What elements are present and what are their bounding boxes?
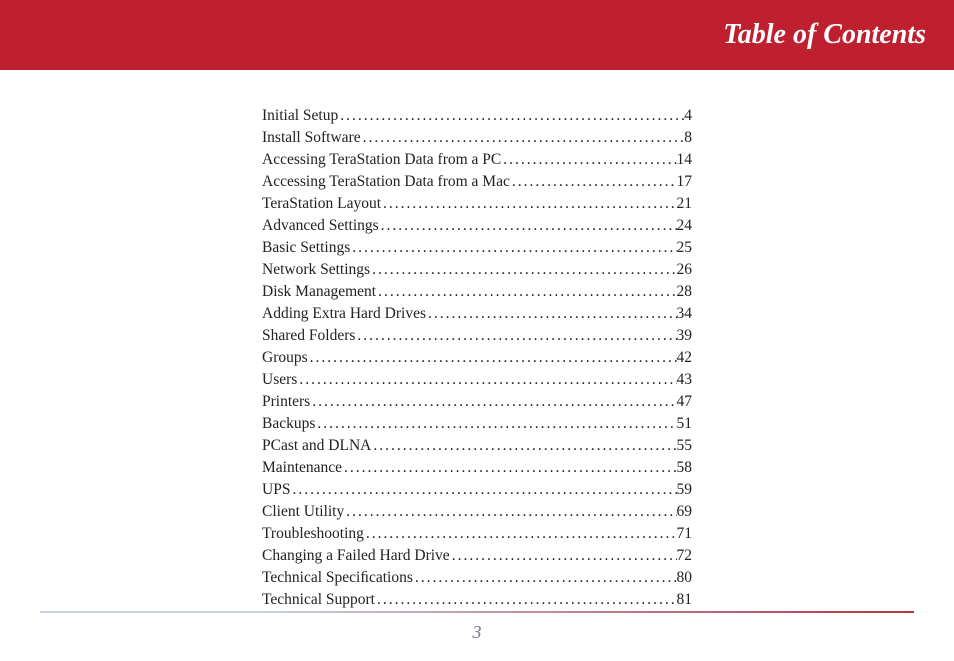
toc-entry-page: 17 bbox=[677, 171, 693, 193]
toc-entry-title: Client Utility bbox=[262, 501, 344, 523]
toc-entry-title: Shared Folders bbox=[262, 325, 355, 347]
toc-leader-dots: ........................................… bbox=[413, 567, 677, 589]
toc-entry-page: 42 bbox=[677, 347, 693, 369]
toc-entry-title: Technical Speciﬁcations bbox=[262, 567, 413, 589]
toc-entry-page: 43 bbox=[677, 369, 693, 391]
toc-entry-title: Basic Settings bbox=[262, 237, 350, 259]
toc-leader-dots: ........................................… bbox=[338, 105, 684, 127]
toc-entry-title: TeraStation Layout bbox=[262, 193, 381, 215]
toc-entry: Accessing TeraStation Data from a Mac...… bbox=[262, 171, 692, 193]
toc-list: Initial Setup...........................… bbox=[262, 105, 692, 611]
toc-entry-page: 51 bbox=[677, 413, 693, 435]
toc-container: Initial Setup...........................… bbox=[0, 70, 954, 611]
header-band: Table of Contents bbox=[0, 0, 954, 70]
toc-leader-dots: ........................................… bbox=[371, 435, 676, 457]
toc-leader-dots: ........................................… bbox=[350, 237, 676, 259]
toc-leader-dots: ........................................… bbox=[310, 391, 676, 413]
toc-entry: PCast and DLNA..........................… bbox=[262, 435, 692, 457]
toc-leader-dots: ........................................… bbox=[364, 523, 677, 545]
toc-entry-page: 8 bbox=[684, 127, 692, 149]
toc-entry-title: Troubleshooting bbox=[262, 523, 364, 545]
toc-entry: Printers................................… bbox=[262, 391, 692, 413]
toc-entry: Backups.................................… bbox=[262, 413, 692, 435]
toc-entry-title: Printers bbox=[262, 391, 310, 413]
toc-entry-page: 21 bbox=[677, 193, 693, 215]
toc-entry-page: 59 bbox=[677, 479, 693, 501]
toc-leader-dots: ........................................… bbox=[342, 457, 676, 479]
toc-entry: Adding Extra Hard Drives................… bbox=[262, 303, 692, 325]
toc-leader-dots: ........................................… bbox=[361, 127, 685, 149]
toc-entry-title: Network Settings bbox=[262, 259, 370, 281]
toc-leader-dots: ........................................… bbox=[450, 545, 677, 567]
toc-entry: Install Software........................… bbox=[262, 127, 692, 149]
toc-entry-page: 14 bbox=[677, 149, 693, 171]
toc-leader-dots: ........................................… bbox=[308, 347, 677, 369]
toc-leader-dots: ........................................… bbox=[344, 501, 676, 523]
toc-entry-page: 24 bbox=[677, 215, 693, 237]
toc-entry-title: Technical Support bbox=[262, 589, 375, 611]
toc-entry-title: Adding Extra Hard Drives bbox=[262, 303, 426, 325]
toc-entry-title: Groups bbox=[262, 347, 308, 369]
toc-entry-page: 81 bbox=[677, 589, 693, 611]
toc-entry: Technical Speciﬁcations.................… bbox=[262, 567, 692, 589]
toc-entry: Advanced Settings.......................… bbox=[262, 215, 692, 237]
toc-entry-title: Maintenance bbox=[262, 457, 342, 479]
toc-entry-title: Accessing TeraStation Data from a PC bbox=[262, 149, 501, 171]
header-title: Table of Contents bbox=[723, 19, 926, 51]
toc-entry: Groups..................................… bbox=[262, 347, 692, 369]
toc-entry-title: Install Software bbox=[262, 127, 361, 149]
toc-entry-title: UPS bbox=[262, 479, 290, 501]
toc-leader-dots: ........................................… bbox=[381, 193, 676, 215]
toc-entry-title: Disk Management bbox=[262, 281, 376, 303]
toc-leader-dots: ........................................… bbox=[297, 369, 676, 391]
toc-entry: Troubleshooting.........................… bbox=[262, 523, 692, 545]
toc-entry-page: 26 bbox=[677, 259, 693, 281]
toc-entry-title: Initial Setup bbox=[262, 105, 338, 127]
toc-leader-dots: ........................................… bbox=[370, 259, 676, 281]
toc-leader-dots: ........................................… bbox=[426, 303, 677, 325]
toc-leader-dots: ........................................… bbox=[315, 413, 676, 435]
toc-entry-page: 72 bbox=[677, 545, 693, 567]
toc-entry-title: Accessing TeraStation Data from a Mac bbox=[262, 171, 510, 193]
toc-entry: Initial Setup...........................… bbox=[262, 105, 692, 127]
toc-entry: Maintenance.............................… bbox=[262, 457, 692, 479]
toc-entry-page: 28 bbox=[677, 281, 693, 303]
toc-leader-dots: ........................................… bbox=[290, 479, 676, 501]
toc-entry-page: 4 bbox=[684, 105, 692, 127]
toc-entry: TeraStation Layout......................… bbox=[262, 193, 692, 215]
toc-leader-dots: ........................................… bbox=[510, 171, 677, 193]
toc-entry-title: Changing a Failed Hard Drive bbox=[262, 545, 450, 567]
toc-entry-page: 80 bbox=[677, 567, 693, 589]
toc-entry: Accessing TeraStation Data from a PC....… bbox=[262, 149, 692, 171]
toc-entry-page: 58 bbox=[677, 457, 693, 479]
toc-entry-page: 71 bbox=[677, 523, 693, 545]
footer-rule bbox=[40, 611, 914, 613]
toc-entry: Technical Support.......................… bbox=[262, 589, 692, 611]
page-number: 3 bbox=[0, 622, 954, 643]
toc-entry: Basic Settings..........................… bbox=[262, 237, 692, 259]
toc-entry-page: 47 bbox=[677, 391, 693, 413]
toc-entry-title: PCast and DLNA bbox=[262, 435, 371, 457]
toc-leader-dots: ........................................… bbox=[375, 589, 677, 611]
toc-leader-dots: ........................................… bbox=[355, 325, 676, 347]
page: Table of Contents Initial Setup.........… bbox=[0, 0, 954, 661]
toc-entry: Changing a Failed Hard Drive............… bbox=[262, 545, 692, 567]
toc-entry: Shared Folders..........................… bbox=[262, 325, 692, 347]
toc-entry: Disk Management.........................… bbox=[262, 281, 692, 303]
toc-entry-title: Advanced Settings bbox=[262, 215, 379, 237]
toc-entry: UPS.....................................… bbox=[262, 479, 692, 501]
toc-entry: Client Utility..........................… bbox=[262, 501, 692, 523]
toc-entry-title: Backups bbox=[262, 413, 315, 435]
toc-entry-page: 39 bbox=[677, 325, 693, 347]
toc-entry: Network Settings........................… bbox=[262, 259, 692, 281]
toc-entry-page: 34 bbox=[677, 303, 693, 325]
toc-entry-page: 25 bbox=[677, 237, 693, 259]
toc-entry-page: 55 bbox=[677, 435, 693, 457]
toc-entry: Users...................................… bbox=[262, 369, 692, 391]
toc-leader-dots: ........................................… bbox=[376, 281, 676, 303]
toc-entry-title: Users bbox=[262, 369, 297, 391]
toc-entry-page: 69 bbox=[677, 501, 693, 523]
toc-leader-dots: ........................................… bbox=[379, 215, 677, 237]
toc-leader-dots: ........................................… bbox=[501, 149, 676, 171]
